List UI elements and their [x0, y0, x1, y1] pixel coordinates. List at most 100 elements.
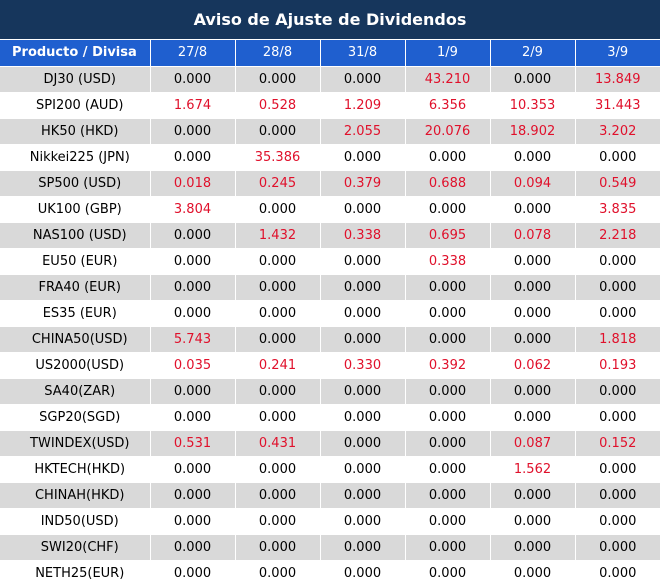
dividend-value-cell: 0.000 — [320, 482, 406, 509]
dividend-value-cell: 0.000 — [490, 534, 576, 561]
dividend-value-cell: 0.000 — [320, 534, 406, 561]
dividend-value-cell: 0.000 — [235, 66, 321, 93]
dividend-value-cell: 0.431 — [235, 430, 321, 457]
dividend-value-cell: 0.549 — [575, 170, 660, 197]
table-row: CHINA50(USD) 5.743 0.000 0.000 0.000 0.000 1.8… — [0, 326, 660, 353]
dividend-value-cell: 0.000 — [405, 482, 491, 509]
column-header-date: 28/8 — [235, 40, 321, 67]
table-row: DJ30 (USD) 0.000 0.000 0.000 43.210 0.000 13.8… — [0, 66, 660, 93]
product-cell: SWI20(CHF) — [0, 534, 151, 561]
dividend-value-cell: 0.000 — [575, 274, 660, 301]
dividend-value-cell: 0.000 — [150, 508, 236, 535]
dividend-value-cell: 0.000 — [235, 274, 321, 301]
column-header-date: 1/9 — [405, 40, 491, 67]
dividend-value-cell: 0.000 — [405, 274, 491, 301]
dividend-value-cell: 0.000 — [575, 378, 660, 405]
product-cell: SP500 (USD) — [0, 170, 151, 197]
dividend-value-cell: 18.902 — [490, 118, 576, 145]
dividend-value-cell: 0.000 — [320, 248, 406, 275]
dividend-value-cell: 0.000 — [490, 248, 576, 275]
dividend-value-cell: 0.018 — [150, 170, 236, 197]
dividend-value-cell: 0.000 — [235, 300, 321, 327]
dividend-value-cell: 3.804 — [150, 196, 236, 223]
product-cell: TWINDEX(USD) — [0, 430, 151, 457]
table-row: SPI200 (AUD) 1.674 0.528 1.209 6.356 10.353 31… — [0, 92, 660, 119]
table-row: NAS100 (USD) 0.000 1.432 0.338 0.695 0.078 2.2… — [0, 222, 660, 249]
dividend-value-cell: 0.000 — [235, 456, 321, 483]
dividend-value-cell: 0.000 — [320, 430, 406, 457]
dividend-value-cell: 0.000 — [150, 300, 236, 327]
table-body: DJ30 (USD) 0.000 0.000 0.000 43.210 0.000 13.8… — [0, 66, 660, 587]
table-row: FRA40 (EUR) 0.000 0.000 0.000 0.000 0.000 0.00… — [0, 274, 660, 301]
dividend-value-cell: 0.000 — [320, 456, 406, 483]
dividend-value-cell: 0.000 — [575, 300, 660, 327]
dividend-value-cell: 13.849 — [575, 66, 660, 93]
product-cell: CHINA50(USD) — [0, 326, 151, 353]
page-title: Aviso de Ajuste de Dividendos — [0, 0, 660, 40]
dividend-value-cell: 0.000 — [405, 534, 491, 561]
product-cell: CHINAH(HKD) — [0, 482, 151, 509]
column-header-date: 2/9 — [490, 40, 576, 67]
table-row: CHINAH(HKD) 0.000 0.000 0.000 0.000 0.000 0.00… — [0, 482, 660, 509]
dividend-value-cell: 0.000 — [235, 508, 321, 535]
dividend-value-cell: 6.356 — [405, 92, 491, 119]
dividend-value-cell: 0.338 — [320, 222, 406, 249]
product-cell: NETH25(EUR) — [0, 560, 151, 587]
dividend-value-cell: 0.000 — [320, 274, 406, 301]
table-row: TWINDEX(USD) 0.531 0.431 0.000 0.000 0.087 0.1… — [0, 430, 660, 457]
product-cell: IND50(USD) — [0, 508, 151, 535]
dividend-value-cell: 0.000 — [575, 482, 660, 509]
dividend-value-cell: 0.000 — [575, 456, 660, 483]
dividend-value-cell: 0.000 — [235, 534, 321, 561]
dividend-value-cell: 0.000 — [235, 404, 321, 431]
dividend-table: Producto / Divisa 27/8 28/8 31/8 1/9 2/9… — [0, 40, 660, 587]
dividend-value-cell: 0.035 — [150, 352, 236, 379]
product-cell: SGP20(SGD) — [0, 404, 151, 431]
product-cell: DJ30 (USD) — [0, 66, 151, 93]
dividend-value-cell: 0.000 — [490, 144, 576, 171]
product-cell: ES35 (EUR) — [0, 300, 151, 327]
dividend-value-cell: 1.432 — [235, 222, 321, 249]
product-cell: EU50 (EUR) — [0, 248, 151, 275]
dividend-value-cell: 0.379 — [320, 170, 406, 197]
dividend-value-cell: 0.000 — [320, 300, 406, 327]
dividend-value-cell: 0.000 — [235, 248, 321, 275]
dividend-value-cell: 0.000 — [490, 404, 576, 431]
dividend-value-cell: 0.000 — [575, 248, 660, 275]
dividend-value-cell: 0.062 — [490, 352, 576, 379]
column-header-date: 31/8 — [320, 40, 406, 67]
dividend-value-cell: 0.000 — [490, 196, 576, 223]
table-row: SGP20(SGD) 0.000 0.000 0.000 0.000 0.000 0.000 — [0, 404, 660, 431]
dividend-value-cell: 20.076 — [405, 118, 491, 145]
dividend-value-cell: 0.000 — [405, 560, 491, 587]
dividend-value-cell: 0.000 — [150, 144, 236, 171]
dividend-value-cell: 0.078 — [490, 222, 576, 249]
dividend-value-cell: 0.000 — [150, 456, 236, 483]
dividend-value-cell: 31.443 — [575, 92, 660, 119]
dividend-value-cell: 0.000 — [150, 248, 236, 275]
dividend-value-cell: 0.000 — [320, 378, 406, 405]
table-row: ES35 (EUR) 0.000 0.000 0.000 0.000 0.000 0.000 — [0, 300, 660, 327]
table-row: HKTECH(HKD) 0.000 0.000 0.000 0.000 1.562 0.00… — [0, 456, 660, 483]
dividend-value-cell: 0.688 — [405, 170, 491, 197]
dividend-value-cell: 0.241 — [235, 352, 321, 379]
dividend-value-cell: 0.000 — [235, 196, 321, 223]
dividend-value-cell: 0.000 — [320, 66, 406, 93]
product-cell: HKTECH(HKD) — [0, 456, 151, 483]
dividend-value-cell: 3.202 — [575, 118, 660, 145]
dividend-value-cell: 0.000 — [575, 404, 660, 431]
dividend-value-cell: 0.000 — [150, 534, 236, 561]
dividend-value-cell: 35.386 — [235, 144, 321, 171]
dividend-value-cell: 43.210 — [405, 66, 491, 93]
product-cell: US2000(USD) — [0, 352, 151, 379]
table-row: SP500 (USD) 0.018 0.245 0.379 0.688 0.094 0.54… — [0, 170, 660, 197]
product-cell: UK100 (GBP) — [0, 196, 151, 223]
dividend-value-cell: 0.000 — [320, 508, 406, 535]
dividend-value-cell: 0.000 — [405, 378, 491, 405]
dividend-value-cell: 0.000 — [490, 560, 576, 587]
product-cell: HK50 (HKD) — [0, 118, 151, 145]
dividend-value-cell: 0.000 — [405, 456, 491, 483]
dividend-value-cell: 0.245 — [235, 170, 321, 197]
dividend-value-cell: 1.209 — [320, 92, 406, 119]
